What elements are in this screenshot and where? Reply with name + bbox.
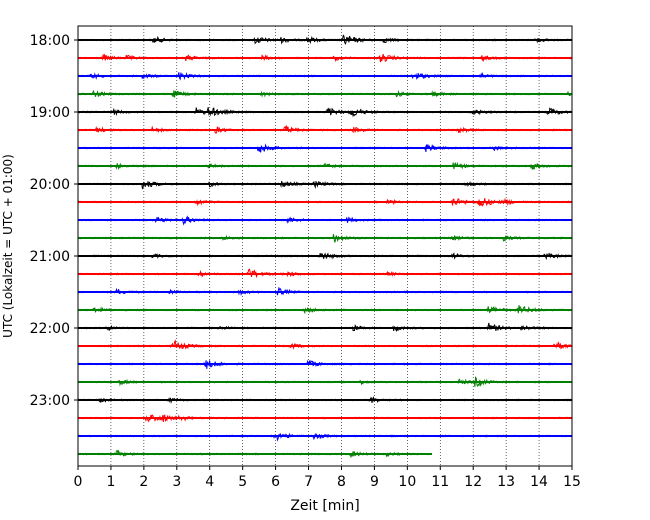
x-tick-label: 0: [74, 474, 83, 490]
x-tick-label: 5: [238, 474, 247, 490]
x-axis-label: Zeit [min]: [290, 498, 359, 514]
x-tick-label: 12: [464, 474, 482, 490]
plot-frame: [77, 25, 573, 467]
x-tick-label: 1: [106, 474, 115, 490]
y-tick-label: 19:00: [30, 105, 70, 121]
x-tick-label: 6: [271, 474, 280, 490]
x-gridlines: [110, 26, 540, 466]
x-tick-label: 13: [497, 474, 515, 490]
x-tick-label: 3: [172, 474, 181, 490]
y-axis-label: UTC (Lokalzeit = UTC + 01:00): [1, 154, 15, 338]
x-tick-label: 14: [530, 474, 548, 490]
x-axis-ticks: 0 1 2 3 4 5 6 7 8 9 10 11 12 13 14 15: [74, 466, 581, 490]
y-tick-label: 18:00: [30, 33, 70, 49]
x-tick-label: 2: [139, 474, 148, 490]
y-tick-label: 21:00: [30, 249, 70, 265]
y-tick-label: 23:00: [30, 393, 70, 409]
x-tick-label: 7: [304, 474, 313, 490]
seismogram-traces: [77, 34, 572, 459]
x-tick-label: 4: [205, 474, 214, 490]
x-tick-label: 10: [398, 474, 416, 490]
y-tick-label: 22:00: [30, 321, 70, 337]
x-tick-label: 9: [370, 474, 379, 490]
x-tick-label: 8: [337, 474, 346, 490]
x-tick-label: 15: [563, 474, 581, 490]
y-axis-ticks: 18:00 19:00 20:00 21:00 22:00 23:00: [30, 33, 78, 409]
x-tick-label: 11: [431, 474, 449, 490]
y-tick-label: 20:00: [30, 177, 70, 193]
